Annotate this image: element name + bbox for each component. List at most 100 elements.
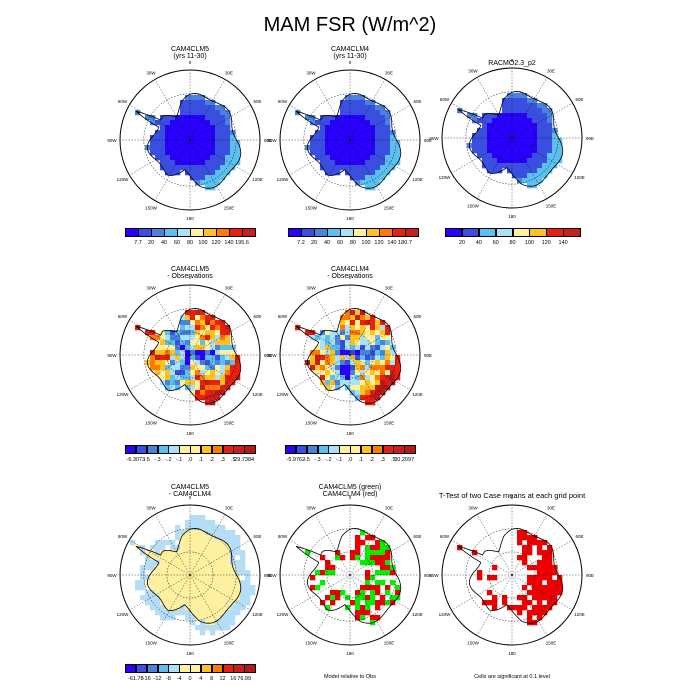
colorbar-swatch [179, 445, 191, 454]
longitude-label: 30W [306, 505, 316, 510]
longitude-label: 120E [252, 612, 263, 617]
latitude-circle [326, 116, 374, 164]
meridian-line [189, 514, 226, 576]
longitude-label: 90W [267, 573, 277, 578]
latitude-circle [326, 551, 374, 599]
colorbar-swatch [306, 445, 319, 454]
longitude-label: 30W [468, 505, 478, 510]
meridian-line [451, 137, 513, 174]
colorbar-label: 120 [541, 240, 551, 246]
meridian-line [349, 319, 411, 356]
longitude-label: 150W [305, 641, 318, 646]
meridian-line [189, 294, 226, 356]
longitude-label: 150E [224, 641, 235, 646]
meridian-line [349, 104, 411, 141]
panel-note: Model relative to Obs [324, 674, 376, 680]
colorbar-label: 40 [323, 240, 331, 246]
longitude-label: 30E [547, 68, 555, 73]
colorbar-swatch [301, 228, 315, 237]
meridian-line [154, 354, 191, 416]
longitude-label: 0 [189, 275, 192, 280]
colorbar-label: .2 [369, 457, 374, 463]
colorbar-swatch [168, 664, 180, 673]
longitude-label: 60W [278, 314, 288, 319]
panel-title-line1: RACMO2.3_p2 [488, 60, 536, 67]
panel-p1: 0 30E 60E 90E 120E 150E 180 150W 120W 90W 60W 30W [100, 50, 280, 230]
meridian-line [451, 574, 513, 611]
colorbar-swatch [285, 445, 297, 454]
longitude-label: 120W [277, 177, 290, 182]
longitude-label: 90E [586, 136, 594, 141]
meridian-line [129, 354, 191, 391]
longitude-label: 0 [189, 495, 192, 500]
meridian-line [189, 354, 226, 416]
polar-map: 0 30E 60E 90E 120E 150E 180 150W 120W 90W 60W 30W [267, 60, 432, 221]
meridian-line [511, 574, 548, 636]
meridian-line [451, 539, 513, 576]
longitude-label: 90W [429, 136, 439, 141]
longitude-label: 90E [264, 353, 272, 358]
colorbar: -6.3073 -.5 -.3 -.2 -.1 .0 .1 .2 .3 .5 29.7384 [125, 445, 256, 465]
longitude-label: 180 [186, 651, 194, 656]
colorbar: -61.78 -16 -12 -8 -4 0 4 8 12 16 76.99 [125, 664, 256, 684]
colorbar-swatch [222, 664, 234, 673]
panel-note: Cells are significant at 0.1 level [474, 674, 550, 680]
meridian-line [129, 574, 191, 611]
panel-p7: 0 30E 60E 90E 120E 150E 180 150W 120W 90W 60W 30W [100, 485, 280, 665]
panel-title-line1: CAM4CLM5 [170, 46, 210, 53]
coastline [457, 90, 564, 187]
meridian-line [154, 574, 191, 636]
longitude-label: 180 [186, 431, 194, 436]
colorbar-label: 20 [310, 240, 318, 246]
colorbar-swatch [360, 445, 373, 454]
map-border [441, 67, 583, 209]
colorbar-label: 20 [147, 240, 155, 246]
meridian-line [349, 514, 386, 576]
longitude-label: 90E [264, 138, 272, 143]
colorbar-label: 60 [336, 240, 344, 246]
meridian-line [451, 102, 513, 139]
longitude-label: 60E [576, 534, 584, 539]
colorbar-label: 100 [361, 240, 371, 246]
longitude-label: 60E [254, 314, 262, 319]
colorbar-swatch [512, 228, 530, 237]
meridian-line [129, 319, 191, 356]
polar-map: 0 30E 60E 90E 120E 150E 180 150W 120W 90W 60W 30W [429, 495, 594, 656]
longitude-label: 60W [118, 534, 128, 539]
longitude-label: 90W [267, 138, 277, 143]
colorbar-swatch [366, 228, 380, 237]
colorbar-swatch [327, 228, 341, 237]
panel-p2: 0 30E 60E 90E 120E 150E 180 150W 120W 90W 60W 30W [260, 50, 440, 230]
colorbar-label: 76.99 [237, 676, 252, 682]
map-border [279, 69, 421, 211]
polar-map: 0 30E 60E 90E 120E 150E 180 150W 120W 90W 60W 30W [267, 275, 432, 436]
longitude-label: 150E [384, 421, 395, 426]
coastline [295, 527, 402, 624]
colorbar-swatch [379, 228, 393, 237]
colorbar-swatch [146, 445, 159, 454]
map-border [119, 284, 261, 426]
colorbar-swatch [168, 445, 180, 454]
colorbar-swatch [461, 228, 480, 237]
longitude-label: 30E [385, 70, 393, 75]
meridian-line [289, 319, 351, 356]
meridian-line [189, 139, 226, 201]
longitude-label: 120E [412, 177, 423, 182]
longitude-label: 60W [278, 99, 288, 104]
longitude-label: 180 [346, 216, 354, 221]
longitude-label: 30E [225, 505, 233, 510]
colorbar-swatch [164, 228, 178, 237]
panel-p3: 0 30E 60E 90E 120E 150E 180 150W 120W 90W 60W 30W [422, 48, 602, 228]
colorbar-label: 16 [230, 676, 237, 682]
panel-title: CAM4CLM4- Observations [240, 266, 460, 280]
longitude-label: 120E [412, 392, 423, 397]
longitude-label: 90W [267, 353, 277, 358]
longitude-label: 30E [225, 285, 233, 290]
meridian-line [189, 139, 251, 176]
longitude-label: 60E [254, 534, 262, 539]
meridian-line [349, 574, 411, 611]
coastline [135, 92, 242, 189]
panel-p9: 0 30E 60E 90E 120E 150E 180 150W 120W 90W 60W 30W [422, 485, 602, 665]
colorbar-label: -.3 [314, 457, 321, 463]
colorbar-swatch [151, 228, 165, 237]
